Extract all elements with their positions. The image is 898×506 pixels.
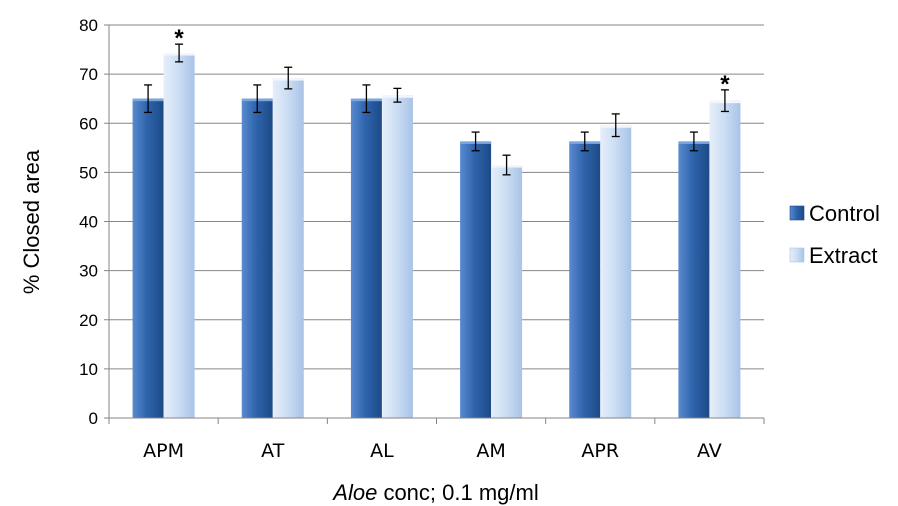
legend-label-control: Control — [809, 201, 880, 226]
error-bar-control-at — [253, 84, 262, 114]
y-tick-label: 10 — [79, 360, 98, 379]
y-axis-ticks: 0 10 20 30 40 50 60 70 80 — [79, 16, 109, 428]
error-bar-control-al — [362, 84, 371, 114]
error-bar-extract-am — [502, 154, 511, 176]
bar-control-apr — [569, 141, 601, 418]
bar-extract-am — [491, 165, 523, 418]
legend-swatch-extract — [789, 247, 805, 263]
y-tick-label: 40 — [79, 213, 98, 232]
bar-extract-av — [709, 100, 741, 418]
bar-control-av — [678, 141, 710, 418]
legend-item-extract: Extract — [789, 243, 877, 268]
bar-control-at — [241, 98, 273, 418]
x-axis-title-rest: conc; 0.1 mg/ml — [377, 480, 538, 505]
x-tick-label-apr: APR — [581, 440, 619, 462]
error-bar-control-apm — [144, 84, 153, 114]
error-bar-control-av — [689, 131, 698, 152]
y-tick-label: 0 — [89, 409, 98, 428]
significance-marks: ** — [174, 25, 730, 98]
x-tick-label-al: AL — [370, 440, 394, 462]
legend-item-control: Control — [789, 201, 880, 226]
x-tick-label-at: AT — [261, 440, 285, 462]
gridlines — [109, 24, 764, 370]
x-axis-ticks: APM AT AL AM APR AV — [108, 418, 765, 462]
y-tick-label: 30 — [79, 262, 98, 281]
bar-control-al — [350, 98, 382, 418]
x-tick-label-am: AM — [476, 440, 505, 462]
bar-extract-apr — [600, 125, 632, 418]
y-tick-label: 70 — [79, 65, 98, 84]
significance-mark-av: * — [720, 71, 730, 98]
error-bar-control-am — [471, 131, 480, 152]
y-tick-label: 50 — [79, 163, 98, 182]
error-bar-extract-apm — [175, 43, 184, 63]
y-tick-label: 80 — [79, 16, 98, 35]
legend-swatch-control — [789, 205, 805, 221]
error-bar-extract-apr — [611, 113, 620, 138]
y-axis-title: % Closed area — [19, 149, 44, 294]
error-bars — [144, 43, 729, 176]
x-tick-label-av: AV — [697, 440, 722, 462]
legend-label-extract: Extract — [809, 243, 877, 268]
error-bar-extract-av — [720, 89, 729, 113]
x-tick-label-apm: APM — [143, 440, 184, 462]
significance-mark-apm: * — [174, 25, 184, 52]
x-axis-title: Aloe conc; 0.1 mg/ml — [331, 480, 538, 505]
bar-extract-at — [272, 78, 304, 419]
bar-control-apm — [132, 98, 164, 418]
error-bar-extract-at — [284, 66, 293, 90]
legend: Control Extract — [789, 201, 880, 268]
y-tick-label: 60 — [79, 114, 98, 133]
y-tick-label: 20 — [79, 311, 98, 330]
bars — [132, 53, 741, 419]
error-bar-extract-al — [393, 87, 402, 103]
bar-extract-apm — [163, 53, 195, 418]
error-bar-control-apr — [580, 131, 589, 152]
x-axis-title-italic: Aloe — [331, 480, 377, 505]
bar-control-am — [460, 141, 492, 418]
bar-extract-al — [381, 95, 413, 418]
